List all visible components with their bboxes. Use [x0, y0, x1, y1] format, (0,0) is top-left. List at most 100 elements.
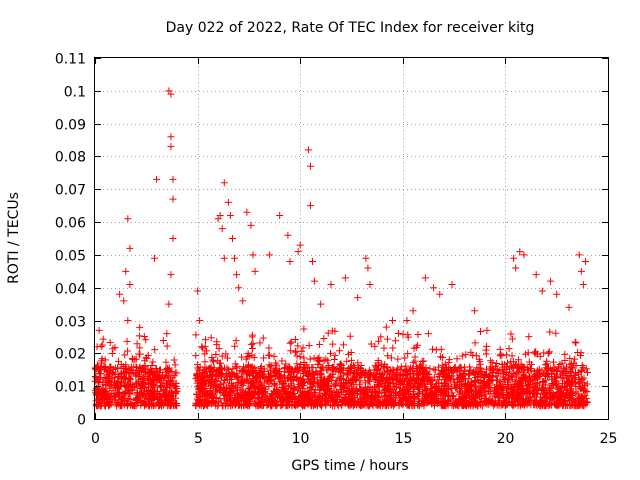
data-point-spike — [311, 277, 319, 285]
data-point-spike — [124, 317, 132, 325]
data-point — [550, 381, 558, 389]
data-point — [299, 344, 307, 352]
data-point — [384, 335, 392, 343]
data-point — [550, 391, 558, 399]
y-tick-label: 0.03 — [55, 315, 86, 331]
y-tick-label: 0.08 — [55, 150, 86, 166]
data-point — [292, 395, 300, 403]
data-point — [320, 335, 328, 343]
data-point — [475, 355, 483, 363]
data-point — [303, 372, 311, 380]
data-point — [205, 391, 213, 399]
data-point — [265, 344, 273, 352]
data-point — [218, 352, 226, 360]
data-point — [361, 401, 369, 409]
data-point — [332, 394, 340, 402]
data-point-spike — [296, 241, 304, 249]
data-point — [222, 370, 230, 378]
data-point — [340, 382, 348, 390]
data-point — [361, 393, 369, 401]
data-point — [107, 392, 115, 400]
data-point — [405, 393, 413, 401]
data-point — [424, 330, 432, 338]
data-point-spike — [327, 280, 335, 288]
data-point — [579, 387, 587, 395]
data-point — [162, 389, 170, 397]
data-point — [209, 358, 217, 366]
data-point — [250, 353, 258, 361]
data-point — [332, 367, 340, 375]
data-point — [510, 370, 518, 378]
data-point — [497, 385, 505, 393]
data-point-spike — [165, 300, 173, 308]
data-point — [459, 369, 467, 377]
data-point — [501, 402, 509, 410]
data-point — [583, 368, 591, 376]
data-point — [260, 354, 268, 362]
data-point — [313, 399, 321, 407]
data-point — [256, 339, 264, 347]
data-point — [232, 337, 240, 345]
data-point-spike — [471, 307, 479, 315]
data-point — [516, 384, 524, 392]
data-point — [570, 374, 578, 382]
data-point — [300, 363, 308, 371]
data-point — [566, 373, 574, 381]
data-point — [212, 388, 220, 396]
data-point-spike — [430, 284, 438, 292]
data-point — [207, 334, 215, 342]
data-point-spike — [512, 264, 520, 272]
data-point — [379, 401, 387, 409]
data-point — [387, 396, 395, 404]
data-point — [418, 358, 426, 366]
data-point-spike — [403, 317, 411, 325]
data-point — [111, 391, 119, 399]
data-point — [525, 378, 533, 386]
data-point — [202, 367, 210, 375]
data-point — [156, 382, 164, 390]
data-point — [400, 367, 408, 375]
data-point — [306, 355, 314, 363]
data-point — [148, 390, 156, 398]
y-tick-label: 0.04 — [55, 282, 86, 298]
data-point-spike — [547, 277, 555, 285]
data-point — [414, 331, 422, 339]
data-point — [438, 354, 446, 362]
data-point — [525, 366, 533, 374]
data-point — [336, 361, 344, 369]
data-point — [329, 397, 337, 405]
data-point-spike — [167, 143, 175, 151]
data-point-spike — [101, 356, 109, 364]
data-point-spike — [151, 254, 159, 262]
data-point — [104, 379, 112, 387]
data-point — [115, 357, 123, 365]
data-point — [249, 379, 257, 387]
data-point — [390, 402, 398, 410]
data-point-spike — [538, 287, 546, 295]
data-point — [164, 381, 172, 389]
data-point — [225, 391, 233, 399]
data-point — [525, 394, 533, 402]
data-point — [232, 383, 240, 391]
data-point — [164, 396, 172, 404]
data-point — [398, 400, 406, 408]
data-point — [121, 351, 129, 359]
data-point — [546, 328, 554, 336]
data-point-spike — [448, 280, 456, 288]
data-point — [568, 363, 576, 371]
data-point — [152, 364, 160, 372]
data-point — [148, 386, 156, 394]
data-point — [371, 362, 379, 370]
data-point — [298, 347, 306, 355]
data-point — [450, 392, 458, 400]
data-point — [389, 344, 397, 352]
data-point — [334, 392, 342, 400]
data-point — [472, 392, 480, 400]
data-point — [382, 388, 390, 396]
data-point — [229, 365, 237, 373]
data-point — [307, 380, 315, 388]
data-point-spike — [220, 254, 228, 262]
data-point — [207, 375, 215, 383]
data-point — [257, 374, 265, 382]
data-point — [522, 373, 530, 381]
